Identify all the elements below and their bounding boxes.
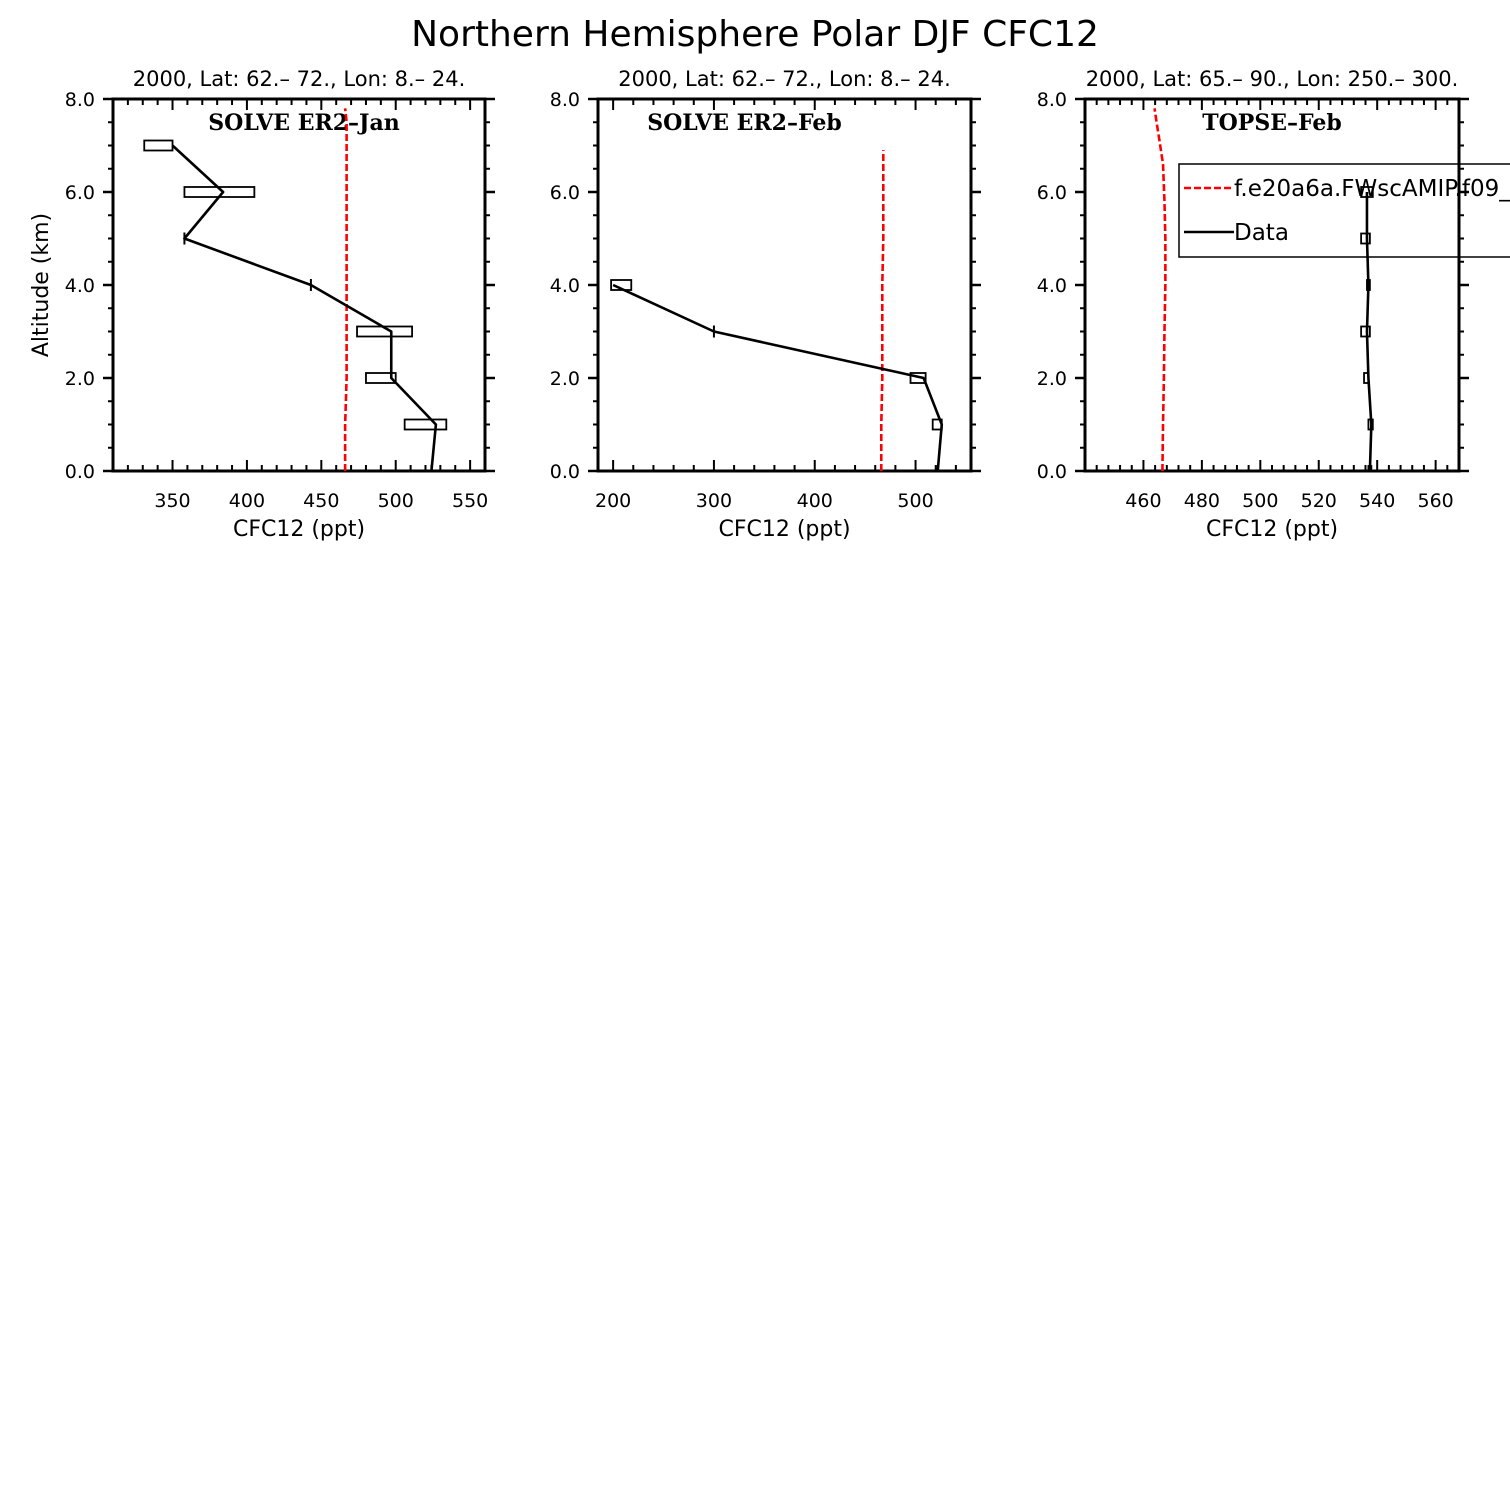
y-axis-label: Altitude (km) xyxy=(29,213,54,357)
x-tick-label: 500 xyxy=(897,490,933,512)
data-error-box xyxy=(1360,325,1371,338)
model-series-line xyxy=(879,150,885,471)
x-tick-label: 400 xyxy=(229,490,265,512)
y-tick-label: 4.0 xyxy=(550,275,580,297)
y-tick-label: 4.0 xyxy=(65,275,95,297)
y-tick-label: 8.0 xyxy=(550,89,580,111)
y-tick-label: 0.0 xyxy=(1037,461,1067,483)
data-error-box xyxy=(1360,186,1374,198)
figure-title: Northern Hemisphere Polar DJF CFC12 xyxy=(411,14,1099,55)
legend-box xyxy=(1178,163,1510,258)
data-series-line xyxy=(171,144,438,471)
data-error-box xyxy=(1360,232,1371,245)
x-tick-label: 560 xyxy=(1417,490,1453,512)
x-tick-label: 200 xyxy=(595,490,631,512)
plot-area xyxy=(143,108,448,471)
x-tick-label: 460 xyxy=(1125,490,1161,512)
x-tick-label: 520 xyxy=(1301,490,1337,512)
data-series-line xyxy=(612,283,944,471)
panel-label: SOLVE ER2–Feb xyxy=(647,110,842,136)
x-tick-label: 350 xyxy=(154,490,190,512)
x-tick-label: 550 xyxy=(452,490,488,512)
x-tick-label: 500 xyxy=(1242,490,1278,512)
legend-label-data: Data xyxy=(1234,220,1289,246)
legend: f.e20a6a.FWscAMIP.f09_ Data xyxy=(1178,163,1510,258)
y-tick-label: 6.0 xyxy=(65,182,95,204)
panel-header: 2000, Lat: 62.– 72., Lon: 8.– 24. xyxy=(618,67,951,91)
data-error-box xyxy=(183,186,256,198)
panel-header: 2000, Lat: 62.– 72., Lon: 8.– 24. xyxy=(133,67,466,91)
panel-label: TOPSE–Feb xyxy=(1202,110,1342,136)
panels: 350 400 450 500 550 0.0 2.0 4.0 6.0 8.0 2000, Lat:… xyxy=(29,67,1510,542)
x-tick-label: 450 xyxy=(303,490,339,512)
x-axis-label: CFC12 (ppt) xyxy=(718,517,850,542)
x-tick-label: 300 xyxy=(696,490,732,512)
data-error-box xyxy=(1367,418,1374,431)
x-tick-label: 400 xyxy=(797,490,833,512)
plot-area xyxy=(610,150,944,471)
y-tick-label: 2.0 xyxy=(1037,368,1067,390)
data-error-box xyxy=(610,279,633,291)
data-error-box xyxy=(1363,372,1370,384)
panel-header: 2000, Lat: 65.– 90., Lon: 250.– 300. xyxy=(1086,67,1459,91)
panel-1: 350 400 450 500 550 0.0 2.0 4.0 6.0 8.0 2000, Lat:… xyxy=(29,67,495,542)
data-error-box xyxy=(931,418,943,431)
x-axis-label: CFC12 (ppt) xyxy=(233,517,365,542)
panel-2: 200 300 400 500 0.0 2.0 4.0 6.0 8.0 2000, Lat: 62… xyxy=(550,67,981,542)
y-tick-label: 2.0 xyxy=(65,368,95,390)
legend-label-model: f.e20a6a.FWscAMIP.f09_ xyxy=(1234,176,1510,202)
y-tick-label: 6.0 xyxy=(550,182,580,204)
x-tick-label: 500 xyxy=(378,490,414,512)
data-error-box xyxy=(1367,465,1373,471)
y-tick-label: 0.0 xyxy=(550,461,580,483)
data-error-box xyxy=(909,372,927,384)
data-error-box xyxy=(365,372,397,384)
data-error-box xyxy=(403,418,448,431)
panel-label: SOLVE ER2–Jan xyxy=(208,110,399,136)
data-series-line xyxy=(1365,192,1373,471)
x-tick-label: 540 xyxy=(1359,490,1395,512)
data-error-box xyxy=(356,325,413,338)
y-tick-label: 2.0 xyxy=(550,368,580,390)
plot-area xyxy=(1153,108,1374,471)
data-error-box xyxy=(143,139,174,152)
y-tick-label: 8.0 xyxy=(1037,89,1067,111)
model-series-line xyxy=(1153,108,1167,471)
data-error-box xyxy=(1366,279,1371,291)
y-tick-label: 6.0 xyxy=(1037,182,1067,204)
y-tick-label: 8.0 xyxy=(65,89,95,111)
y-tick-label: 4.0 xyxy=(1037,275,1067,297)
x-tick-label: 480 xyxy=(1184,490,1220,512)
x-axis-label: CFC12 (ppt) xyxy=(1206,517,1338,542)
panel-3: 460 480 500 520 540 560 0.0 2.0 4.0 6.0 8.0 2000, L… xyxy=(1037,67,1510,542)
y-tick-label: 0.0 xyxy=(65,461,95,483)
